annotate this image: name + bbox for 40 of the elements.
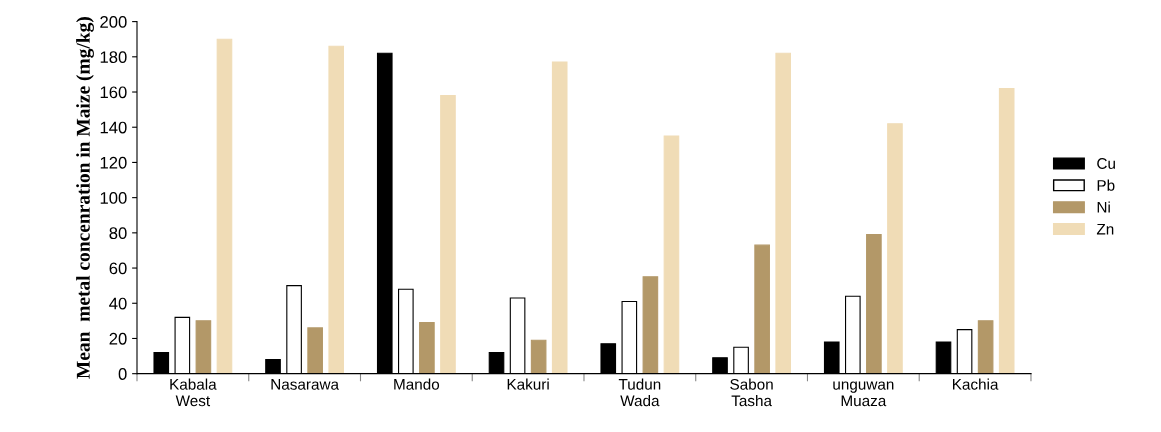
bar — [530, 339, 547, 374]
y-tick-label: 60 — [109, 262, 127, 275]
bar — [328, 45, 345, 374]
x-tick-label: Kabala West — [170, 378, 217, 407]
y-tick-label: 200 — [100, 16, 127, 28]
bar — [887, 123, 903, 374]
bar — [195, 320, 212, 374]
x-tick-label: unguwan Muaza — [833, 381, 894, 407]
legend-label: Zn — [1096, 223, 1114, 235]
y-tick-label: 160 — [100, 86, 127, 99]
y-tick-label: 80 — [109, 227, 127, 240]
bar — [419, 322, 435, 374]
bar — [754, 244, 770, 374]
bar — [775, 52, 792, 374]
x-tick-label: Sabon Tasha — [730, 378, 773, 407]
bar — [866, 234, 882, 374]
x-tick-label: Kakuri — [507, 378, 549, 390]
y-axis-title: Mean metal concenration in Maize (mg/kg) — [76, 17, 94, 379]
legend-label: Cu — [1097, 158, 1115, 169]
bar — [307, 327, 323, 374]
bar — [551, 61, 568, 374]
y-tick-label: 40 — [109, 297, 127, 310]
y-tick-label: 140 — [100, 121, 127, 134]
bar — [998, 87, 1015, 374]
x-tick-label: Mando — [394, 378, 440, 390]
bar — [977, 320, 994, 374]
bar — [440, 94, 456, 374]
x-tick-label: Tudun Wada — [618, 378, 661, 407]
y-tick-label: 20 — [109, 332, 127, 345]
bar — [642, 276, 659, 374]
y-tick-label: 100 — [100, 192, 127, 204]
y-tick-label: 0 — [118, 368, 127, 380]
y-tick-label: 180 — [100, 51, 127, 64]
legend-label: Pb — [1097, 179, 1115, 191]
y-tick-label: 120 — [100, 156, 127, 169]
x-tick-label: Kachia — [952, 378, 999, 390]
legend-label: Ni — [1097, 201, 1110, 213]
bar — [663, 135, 680, 374]
x-tick-label: Nasarawa — [271, 379, 340, 390]
bar — [216, 38, 233, 374]
